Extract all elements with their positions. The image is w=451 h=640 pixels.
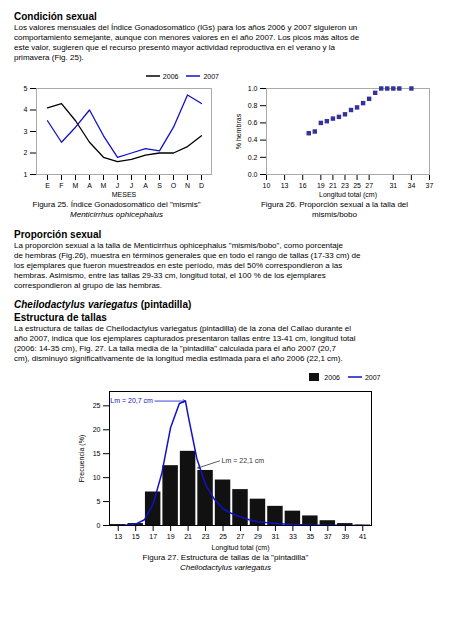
svg-text:17: 17 [149, 533, 157, 540]
html-text:Figura 26. Proporción sexual a: Figura 26. Proporción sexual a la talla … [260, 200, 409, 209]
svg-text:0.0: 0.0 [248, 171, 258, 178]
svg-text:Frecuencia (%): Frecuencia (%) [78, 435, 86, 482]
html-text:primavera (Fig. 25).: primavera (Fig. 25). [14, 53, 84, 62]
html-text:correspondieron al grupo de la: correspondieron al grupo de las hembras. [14, 281, 163, 290]
svg-text:A: A [87, 182, 92, 189]
svg-text:N: N [185, 182, 190, 189]
html-text:Menticirrhus ophicephalus: Menticirrhus ophicephalus [70, 210, 163, 219]
svg-text:20: 20 [92, 426, 100, 433]
html-text:Figura 25. Índice Gonadosomáti: Figura 25. Índice Gonadosomático del "mi… [32, 200, 201, 209]
svg-text:E: E [45, 182, 50, 189]
svg-text:39: 39 [341, 533, 349, 540]
svg-text:25: 25 [219, 533, 227, 540]
svg-text:13: 13 [114, 533, 122, 540]
svg-text:F: F [59, 182, 63, 189]
html-text:Figura 27. Estructura de talla: Figura 27. Estructura de tallas de la "p… [142, 553, 309, 562]
html-text:2007: 2007 [364, 373, 381, 381]
svg-text:0.6: 0.6 [248, 119, 258, 126]
html-text:mismis/bobo: mismis/bobo [312, 210, 357, 219]
html-text:comportamiento semejante, aunq: comportamiento semejante, aunque con men… [14, 33, 360, 42]
svg-text:0: 0 [96, 522, 100, 529]
html-text:Los valores mensuales del Índi: Los valores mensuales del Índice Gonados… [14, 23, 358, 32]
svg-text:37: 37 [323, 533, 331, 540]
svg-text:J: J [130, 182, 134, 189]
html-text:Estructura de tallas: Estructura de tallas [14, 312, 107, 323]
svg-text:21: 21 [329, 182, 337, 189]
svg-text:21: 21 [184, 533, 192, 540]
svg-text:23: 23 [201, 533, 209, 540]
html-text:de hembras (Fig.26), muestra e: de hembras (Fig.26), muestra en términos… [14, 251, 361, 260]
svg-text:Lm = 20,7 cm: Lm = 20,7 cm [110, 397, 153, 404]
svg-text:31: 31 [271, 533, 279, 540]
svg-text:2: 2 [24, 149, 28, 156]
html-text:Condición sexual: Condición sexual [14, 11, 97, 22]
svg-text:13: 13 [281, 182, 289, 189]
svg-text:D: D [199, 182, 204, 189]
svg-text:5: 5 [24, 85, 28, 92]
svg-text:34: 34 [407, 182, 415, 189]
svg-text:M: M [101, 182, 107, 189]
html-text:hembras. Asimismo, entre las t: hembras. Asimismo, entre las tallas 29-3… [14, 271, 326, 280]
svg-text:10: 10 [263, 182, 271, 189]
svg-text:15: 15 [131, 533, 139, 540]
svg-text:% hembras: % hembras [235, 113, 242, 149]
svg-text:4: 4 [24, 106, 28, 113]
svg-text:27: 27 [365, 182, 373, 189]
svg-text:31: 31 [389, 182, 397, 189]
svg-text:33: 33 [289, 533, 297, 540]
svg-text:15: 15 [92, 450, 100, 457]
html-text:Proporción sexual: Proporción sexual [14, 229, 102, 240]
svg-text:1: 1 [24, 171, 28, 178]
svg-text:0.8: 0.8 [248, 102, 258, 109]
svg-text:25: 25 [353, 182, 361, 189]
svg-text:27: 27 [236, 533, 244, 540]
svg-text:A: A [143, 182, 148, 189]
svg-text:Lm = 22,1 cm: Lm = 22,1 cm [221, 457, 264, 464]
svg-text:35: 35 [306, 533, 314, 540]
svg-text:Longitud total (cm): Longitud total (cm) [319, 191, 377, 199]
svg-text:O: O [171, 182, 177, 189]
svg-text:MESES: MESES [112, 191, 137, 198]
html-text:este valor, sugieren que el re: este valor, sugieren que el recurso pres… [14, 43, 336, 52]
svg-text:41: 41 [358, 533, 366, 540]
svg-text:J: J [116, 182, 120, 189]
html-text:La proporción sexual a la tall: La proporción sexual a la talla de Menti… [14, 241, 343, 250]
html-text:Cheilodactylus variegatus (pin: Cheilodactylus variegatus (pintadilla) [14, 299, 192, 310]
html-text:cm), disminuyó significativame: cm), disminuyó significativamente de la … [14, 354, 343, 363]
svg-text:37: 37 [426, 182, 434, 189]
svg-text:3: 3 [24, 128, 28, 135]
html-text:Cheilodactylus variegatus: Cheilodactylus variegatus [179, 563, 272, 572]
svg-text:S: S [157, 182, 162, 189]
svg-text:16: 16 [299, 182, 307, 189]
html-text:año 2007, indica que los ejemp: año 2007, indica que los ejemplares capt… [14, 334, 356, 343]
html-text:2007: 2007 [203, 72, 219, 80]
html-text:los ejemplares que fueron mues: los ejemplares que fueron muestreados en… [14, 261, 343, 270]
svg-text:23: 23 [341, 182, 349, 189]
svg-text:25: 25 [92, 402, 100, 409]
html-text:2006: 2006 [162, 72, 179, 80]
svg-text:0.2: 0.2 [248, 154, 258, 161]
html-text:(2006: 14-35 cm), Fig. 27. La: (2006: 14-35 cm), Fig. 27. La talla medi… [14, 344, 336, 353]
svg-text:19: 19 [317, 182, 325, 189]
html-text:2006: 2006 [324, 373, 340, 381]
svg-text:1.0: 1.0 [248, 85, 258, 92]
svg-text:0.4: 0.4 [248, 136, 258, 143]
svg-text:5: 5 [96, 498, 100, 505]
svg-text:Longitud total (cm): Longitud total (cm) [211, 544, 269, 552]
svg-text:19: 19 [166, 533, 174, 540]
svg-text:M: M [73, 182, 79, 189]
svg-text:10: 10 [92, 474, 100, 481]
html-text:La estructura de tallas de Che: La estructura de tallas de Cheilodactylu… [14, 324, 352, 333]
svg-text:29: 29 [254, 533, 262, 540]
